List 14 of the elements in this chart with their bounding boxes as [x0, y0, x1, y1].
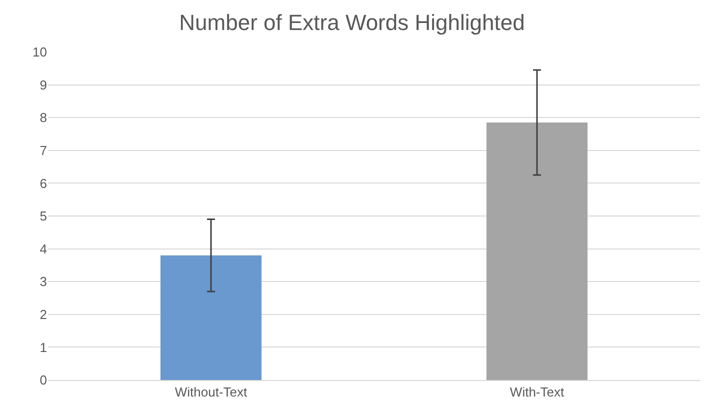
y-tick-label: 5	[40, 208, 47, 224]
y-tick-label: 3	[40, 274, 47, 290]
y-tick-label: 7	[40, 142, 47, 158]
y-tick-label: 8	[40, 110, 47, 126]
y-tick-label: 4	[40, 241, 47, 256]
y-tick-label: 9	[40, 77, 47, 92]
y-tick-label: 2	[40, 306, 47, 322]
y-tick-label: 10	[32, 44, 47, 60]
x-tick-label: With-Text	[510, 384, 564, 400]
y-tick-label: 0	[40, 372, 47, 388]
chart-title: Number of Extra Words Highlighted	[179, 10, 525, 35]
x-tick-label: Without-Text	[174, 384, 248, 400]
y-tick-label: 1	[40, 340, 47, 355]
y-tick-label: 6	[40, 176, 47, 191]
